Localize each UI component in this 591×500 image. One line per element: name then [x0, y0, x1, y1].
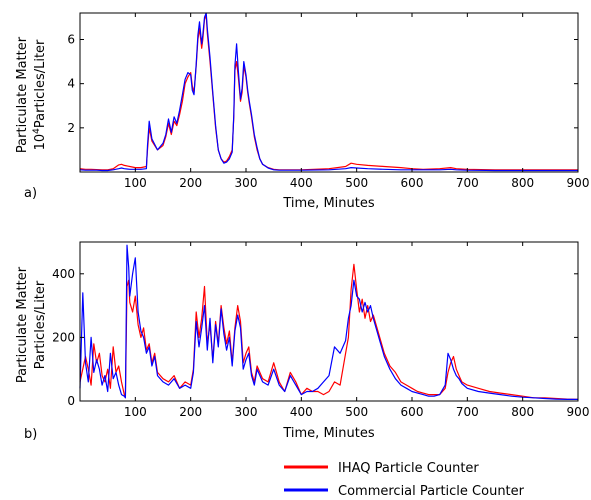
panel-b-xtick-label: 900: [567, 405, 590, 419]
panel-b-y-ticks: 0 200 400: [52, 267, 578, 408]
panel-a-xtick-label: 700: [456, 176, 479, 190]
panel-a-ylabel-prefix: 10: [33, 134, 48, 151]
panel-b-xtick-label: 700: [456, 405, 479, 419]
legend-label-commercial: Commercial Particle Counter: [338, 484, 525, 499]
panel-a-xtick-label: 400: [290, 176, 313, 190]
panel-a-xlabel: Time, Minutes: [282, 196, 374, 211]
panel-a-xtick-label: 500: [345, 176, 368, 190]
panel-a-xtick-label: 600: [401, 176, 424, 190]
panel-b-series-commercial: [79, 244, 578, 400]
panel-b-xlabel: Time, Minutes: [282, 426, 374, 441]
panel-b-ylabel-line1: Particulate Matter: [15, 266, 30, 383]
panel-a-letter: a): [24, 186, 37, 201]
panel-b-letter: b): [24, 427, 37, 442]
panel-b-xtick-label: 200: [179, 405, 202, 419]
panel-b-xtick-label: 300: [235, 405, 258, 419]
panel-a-xtick-label: 800: [511, 176, 534, 190]
panel-b-frame: [79, 241, 579, 402]
panel-b-xtick-label: 100: [124, 405, 147, 419]
panel-a-xtick-label: 300: [235, 176, 258, 190]
panel-b: 100 200 300 400 500 600 700 800 900 0 200 400 b) T…: [15, 241, 590, 442]
panel-b-ytick-label: 400: [52, 267, 75, 281]
panel-a-ytick-label: 2: [67, 121, 75, 135]
panel-a-series-ihaq: [79, 14, 578, 171]
panel-a-ytick-label: 4: [67, 77, 75, 91]
panel-a-ylabel-line1: Particulate Matter: [15, 36, 30, 153]
legend-label-ihaq: IHAQ Particle Counter: [338, 461, 479, 476]
panel-a-x-ticks: 100 200 300 400 500 600 700 800 900: [124, 13, 590, 190]
panel-b-ylabel-line2: Particles/Liter: [33, 280, 48, 369]
panel-b-series-ihaq: [79, 263, 579, 400]
panel-a-frame: [79, 12, 579, 173]
panel-a: 100 200 300 400 500 600 700 800 900 2 4 6 a) Time,…: [15, 12, 590, 211]
panel-b-xtick-label: 600: [401, 405, 424, 419]
panel-a-series-group: [79, 12, 578, 172]
panel-a-ylabel-suffix: Particles/Liter: [33, 39, 48, 128]
panel-a-xtick-label: 900: [567, 176, 590, 190]
panel-a-xtick-label: 100: [124, 176, 147, 190]
panel-a-xtick-label: 200: [179, 176, 202, 190]
panel-a-y-ticks: 2 4 6: [67, 33, 578, 135]
panel-b-xtick-label: 800: [511, 405, 534, 419]
panel-b-ytick-label: 200: [52, 330, 75, 344]
legend: IHAQ Particle Counter Commercial Particl…: [284, 461, 525, 499]
panel-b-xtick-label: 500: [345, 405, 368, 419]
panel-b-ytick-label: 0: [67, 394, 75, 408]
panel-b-x-ticks: 100 200 300 400 500 600 700 800 900: [124, 242, 590, 419]
panel-b-series-group: [79, 244, 579, 400]
panel-a-ylabel-line2: 104Particles/Liter: [32, 39, 48, 150]
panel-a-ylabel-sup: 4: [32, 128, 42, 134]
panel-a-series-commercial: [79, 12, 578, 172]
panel-b-xtick-label: 400: [290, 405, 313, 419]
panel-a-ytick-label: 6: [67, 33, 75, 47]
